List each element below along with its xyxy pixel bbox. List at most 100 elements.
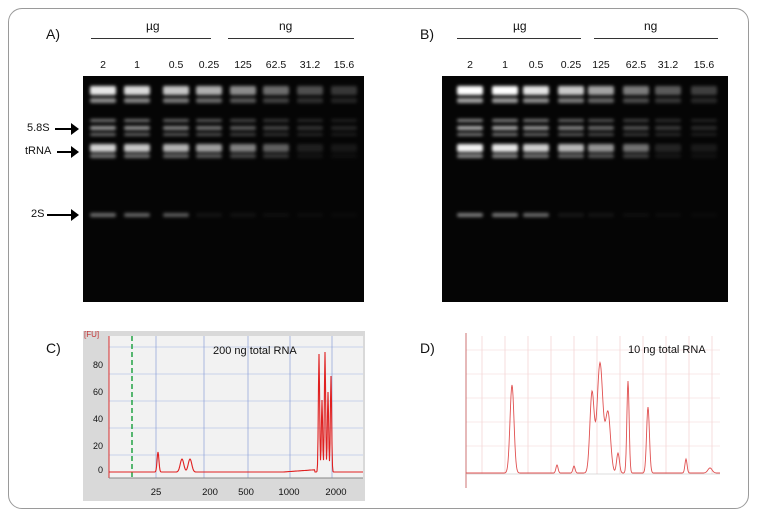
gel-band — [558, 144, 584, 152]
lane-label-b-1: 1 — [502, 59, 508, 71]
gel-band — [263, 154, 289, 158]
gel-band — [691, 126, 717, 130]
gel-band — [163, 98, 189, 103]
lane-label-b-6: 31.2 — [657, 59, 679, 71]
gel-band — [623, 133, 649, 136]
gel-band — [263, 86, 289, 95]
lane-label-b-0: 2 — [467, 59, 473, 71]
gel-band — [297, 126, 323, 130]
gel-band — [588, 213, 614, 217]
gel-band — [90, 86, 116, 95]
gel-band — [90, 126, 116, 130]
plot-c-x-tick: 1000 — [278, 487, 299, 498]
plot-d-area — [440, 328, 724, 498]
gel-band — [124, 126, 150, 130]
panel-a-ng-line — [228, 38, 354, 39]
gel-band — [691, 98, 717, 103]
gel-band — [655, 213, 681, 217]
gel-band — [588, 119, 614, 122]
gel-band — [623, 144, 649, 152]
plot-c-x-tick: 500 — [238, 487, 254, 498]
gel-band — [263, 213, 289, 217]
gel-band — [558, 98, 584, 103]
gel-band — [196, 98, 222, 103]
gel-band — [124, 133, 150, 136]
plot-c-y-tick: 0 — [98, 465, 103, 475]
gel-band — [297, 119, 323, 122]
gel-band — [230, 154, 256, 158]
panel-b-unit-ng: ng — [644, 19, 658, 33]
gel-band — [263, 144, 289, 152]
plot-c-x-tick: 25 — [151, 487, 162, 498]
plot-c-y-tick: 40 — [93, 414, 103, 424]
panel-c-label: C) — [46, 340, 61, 356]
lane-label-b-7: 15.6 — [693, 59, 715, 71]
gel-band — [230, 133, 256, 136]
gel-band — [297, 144, 323, 152]
panel-a-unit-ng: ng — [279, 19, 293, 33]
lane-label-a-7: 15.6 — [333, 59, 355, 71]
gel-image-b — [442, 76, 728, 302]
panel-a-ug-line — [91, 38, 211, 39]
gel-band — [263, 126, 289, 130]
gel-band — [263, 133, 289, 136]
gel-band — [196, 133, 222, 136]
gel-band — [492, 133, 518, 136]
gel-band — [588, 98, 614, 103]
plot-c-y-tick: 20 — [93, 441, 103, 451]
gel-band — [588, 133, 614, 136]
gel-band — [655, 119, 681, 122]
plot-d-grid — [466, 336, 720, 474]
gel-band — [124, 119, 150, 122]
gel-band — [691, 144, 717, 152]
gel-band — [331, 154, 357, 158]
gel-band — [230, 98, 256, 103]
plot-c-x-ticks: 25 200 500 1000 2000 — [151, 487, 347, 498]
gel-band — [655, 126, 681, 130]
gel-band — [124, 213, 150, 217]
plot-c-x-tick: 200 — [202, 487, 218, 498]
gel-band — [196, 144, 222, 152]
plot-c-y-tick: 80 — [93, 360, 103, 370]
gel-band — [457, 133, 483, 136]
gel-band — [588, 144, 614, 152]
gel-band — [196, 86, 222, 95]
gel-band — [230, 86, 256, 95]
plot-c-y-ticks: 80 60 40 20 0 — [93, 360, 103, 475]
gel-band — [523, 154, 549, 158]
gel-band — [457, 126, 483, 130]
gel-band — [331, 86, 357, 95]
gel-band — [558, 119, 584, 122]
gel-band — [558, 126, 584, 130]
gel-band — [492, 119, 518, 122]
plot-d-trace — [466, 361, 720, 474]
gel-band — [331, 144, 357, 152]
gel-band — [523, 144, 549, 152]
gel-band — [196, 119, 222, 122]
gel-band — [263, 119, 289, 122]
gel-band — [163, 144, 189, 152]
lane-label-a-4: 125 — [234, 59, 252, 71]
plot-c-x-tick: 2000 — [325, 487, 346, 498]
marker-trna-label: tRNA — [25, 145, 52, 157]
gel-band — [457, 98, 483, 103]
lane-label-a-6: 31.2 — [299, 59, 321, 71]
gel-a-bands — [90, 86, 357, 217]
gel-band — [623, 126, 649, 130]
electropherogram-c: 80 60 40 20 0 25 200 500 1000 2000 200 ng total … — [83, 330, 365, 501]
gel-band — [523, 126, 549, 130]
gel-band — [623, 119, 649, 122]
gel-band — [297, 154, 323, 158]
panel-b-ug-line — [457, 38, 581, 39]
gel-band — [196, 126, 222, 130]
gel-band — [558, 213, 584, 217]
gel-band — [124, 154, 150, 158]
gel-band — [558, 133, 584, 136]
gel-band — [523, 133, 549, 136]
gel-band — [655, 133, 681, 136]
lane-label-b-3: 0.25 — [560, 59, 582, 71]
gel-band — [588, 154, 614, 158]
gel-band — [655, 144, 681, 152]
lane-label-a-1: 1 — [134, 59, 140, 71]
